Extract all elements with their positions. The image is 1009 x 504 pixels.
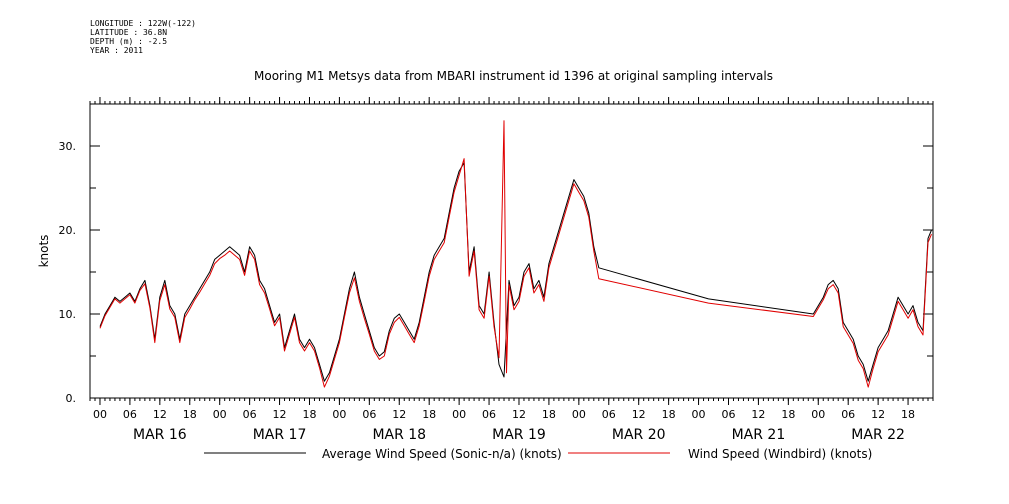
longitude-label: LONGITUDE : 122W(-122) [90,19,196,28]
x-tick-label: 12 [153,408,167,421]
x-tick-label: 12 [392,408,406,421]
legend: Average Wind Speed (Sonic-n/a) (knots) W… [204,447,872,461]
legend-label-avg: Average Wind Speed (Sonic-n/a) (knots) [322,447,562,461]
x-tick-label: 00 [332,408,346,421]
x-day-label: MAR 18 [372,427,426,443]
x-tick-label: 00 [213,408,227,421]
x-day-label: MAR 22 [851,427,905,443]
metadata-block: LONGITUDE : 122W(-122) LATITUDE : 36.8N … [90,19,196,55]
x-tick-label: 00 [452,408,466,421]
series-group [99,120,932,388]
x-tick-label: 06 [243,408,257,421]
x-tick-label: 18 [662,408,676,421]
x-tick-label: 12 [632,408,646,421]
y-tick-label: 30. [59,140,77,153]
x-tick-label: 00 [93,408,107,421]
y-axis-label: knots [37,235,51,268]
x-tick-label: 06 [602,408,616,421]
x-tick-label: 18 [542,408,556,421]
depth-label: DEPTH (m) : -2.5 [90,37,168,46]
x-tick-label: 18 [422,408,436,421]
latitude-label: LATITUDE : 36.8N [90,28,168,37]
x-tick-label: 12 [871,408,885,421]
x-day-label: MAR 17 [253,427,307,443]
x-tick-label: 06 [841,408,855,421]
x-tick-label: 12 [273,408,287,421]
legend-label-windbird: Wind Speed (Windbird) (knots) [688,447,872,461]
series-line-average-wind [99,162,932,382]
series-line-windbird [99,120,932,388]
x-tick-label: 18 [183,408,197,421]
plot-frame [89,103,934,399]
chart-title: Mooring M1 Metsys data from MBARI instru… [254,69,773,83]
x-tick-label: 00 [692,408,706,421]
x-day-label: MAR 20 [612,427,666,443]
x-tick-label: 00 [811,408,825,421]
x-tick-label: 06 [482,408,496,421]
x-day-label: MAR 19 [492,427,546,443]
x-tick-label: 06 [721,408,735,421]
y-tick-label: 10. [59,308,77,321]
x-tick-label: 12 [751,408,765,421]
y-tick-label: 0. [66,392,77,405]
x-tick-label: 12 [512,408,526,421]
x-tick-label: 06 [123,408,137,421]
axes-group: 00 06 12 18 00 06 12 18 00 06 12 18 00 06 12 18 00 06 12 18… [59,97,934,443]
x-tick-label: 06 [362,408,376,421]
x-tick-label: 18 [781,408,795,421]
x-day-label: MAR 21 [732,427,786,443]
x-day-label: MAR 16 [133,427,187,443]
x-tick-label: 18 [302,408,316,421]
year-label: YEAR : 2011 [90,46,143,55]
y-tick-label: 20. [59,224,77,237]
x-tick-label: 00 [572,408,586,421]
x-tick-label: 18 [901,408,915,421]
